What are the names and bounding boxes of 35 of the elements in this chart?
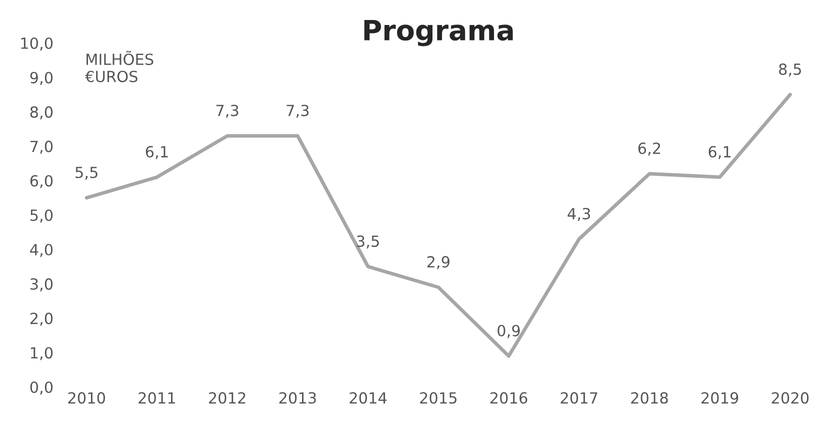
x-tick-label: 2016 bbox=[490, 392, 528, 404]
y-tick-label: 6,0 bbox=[30, 175, 53, 188]
y-tick-label: 3,0 bbox=[30, 278, 53, 292]
x-tick-label: 2015 bbox=[420, 392, 456, 404]
data-label: 6,1 bbox=[708, 146, 731, 160]
data-label: 7,3 bbox=[216, 104, 238, 118]
data-label: 0,9 bbox=[498, 324, 520, 338]
y-tick-label: 9,0 bbox=[30, 72, 53, 85]
y-tick-label: 10,0 bbox=[21, 37, 53, 51]
y-tick-label: 2,0 bbox=[30, 312, 53, 326]
chart-title: Programa bbox=[364, 20, 513, 46]
x-tick-label: 2012 bbox=[208, 392, 246, 404]
data-label: 2,9 bbox=[427, 256, 450, 270]
data-label: 5,5 bbox=[76, 166, 98, 180]
data-label: 3,5 bbox=[357, 235, 379, 249]
y-tick-label: 5,0 bbox=[30, 209, 53, 223]
data-label: 6,1 bbox=[146, 146, 168, 160]
data-label: 6,2 bbox=[638, 142, 660, 156]
data-label: 7,3 bbox=[286, 104, 309, 118]
y-tick-label: 1,0 bbox=[30, 347, 53, 360]
x-tick-label: 2010 bbox=[68, 392, 106, 404]
annotation: MILHÕES €UROS bbox=[85, 50, 154, 82]
x-tick-label: 2018 bbox=[631, 392, 668, 404]
y-tick-label: 4,0 bbox=[30, 244, 53, 257]
x-tick-label: 2014 bbox=[350, 392, 387, 404]
data-label: 4,3 bbox=[568, 208, 590, 222]
x-tick-label: 2011 bbox=[138, 392, 175, 404]
x-tick-label: 2019 bbox=[701, 392, 738, 404]
y-tick-label: 0,0 bbox=[30, 381, 53, 395]
x-tick-label: 2013 bbox=[279, 392, 316, 404]
x-tick-label: 2017 bbox=[560, 392, 598, 404]
x-tick-label: 2020 bbox=[772, 392, 809, 404]
y-tick-label: 8,0 bbox=[30, 106, 53, 120]
y-tick-label: 7,0 bbox=[30, 140, 53, 154]
data-label: 8,5 bbox=[779, 63, 801, 77]
